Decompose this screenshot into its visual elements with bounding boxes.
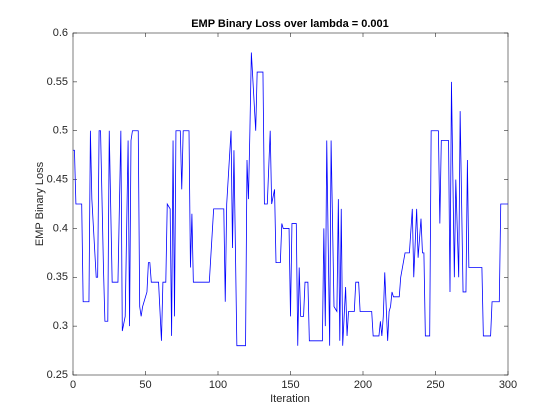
- x-tick-label: 0: [70, 379, 76, 391]
- y-tick-label: 0.55: [47, 76, 68, 88]
- y-tick-label: 0.3: [53, 320, 68, 332]
- plot-area: [72, 32, 509, 376]
- x-tick-label: 200: [354, 379, 372, 391]
- x-tick-label: 50: [139, 379, 151, 391]
- y-tick-label: 0.25: [47, 369, 68, 381]
- y-axis-label: EMP Binary Loss: [34, 161, 46, 246]
- x-axis-label: Iteration: [270, 393, 310, 405]
- x-tick-label: 100: [209, 379, 227, 391]
- y-tick-label: 0.45: [47, 173, 68, 185]
- x-tick-label: 250: [426, 379, 444, 391]
- y-tick-label: 0.6: [53, 27, 68, 39]
- y-tick-label: 0.35: [47, 271, 68, 283]
- data-line: [73, 52, 508, 347]
- y-tick-label: 0.5: [53, 125, 68, 137]
- chart-title: EMP Binary Loss over lambda = 0.001: [191, 18, 389, 30]
- x-tick-label: 150: [281, 379, 299, 391]
- x-tick-label: 300: [499, 379, 517, 391]
- y-tick-label: 0.4: [53, 222, 68, 234]
